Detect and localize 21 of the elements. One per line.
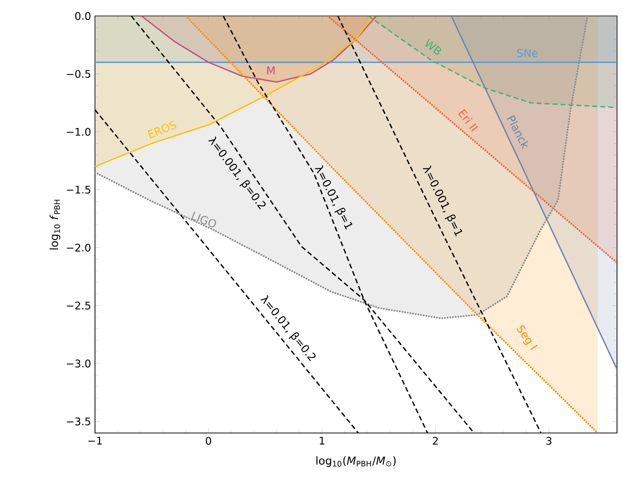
x-tick-label: 2 <box>432 436 438 445</box>
x-tick-label: −1 <box>88 436 102 444</box>
y-tick-label: −1.5 <box>66 186 90 194</box>
x-tick-label: 3 <box>546 436 552 445</box>
series-label: WB <box>425 38 442 55</box>
y-tick-label: −3.5 <box>66 417 90 426</box>
y-tick-label: −2.0 <box>66 244 90 252</box>
series-label: EROS <box>148 120 176 138</box>
series-label: M <box>267 66 275 74</box>
series-label: Eri II <box>458 109 478 132</box>
series-label: SNe <box>517 48 538 58</box>
y-axis-title: log$_{10}$ f$_{PBH}$ <box>50 200 60 250</box>
x-tick-label: 0 <box>206 436 212 445</box>
y-tick-label: −3.0 <box>66 360 90 368</box>
series-label: LIGO <box>191 212 216 228</box>
y-tick-label: 0.0 <box>75 12 90 20</box>
y-tick-label: −0.5 <box>66 70 90 78</box>
y-tick-label: −2.5 <box>66 302 90 310</box>
y-tick-label: −1.0 <box>66 128 90 136</box>
text: log$_{10}$(M$_{PBH}$/M$_{⊙}$) <box>316 456 396 467</box>
x-tick-label: 1 <box>320 436 324 444</box>
